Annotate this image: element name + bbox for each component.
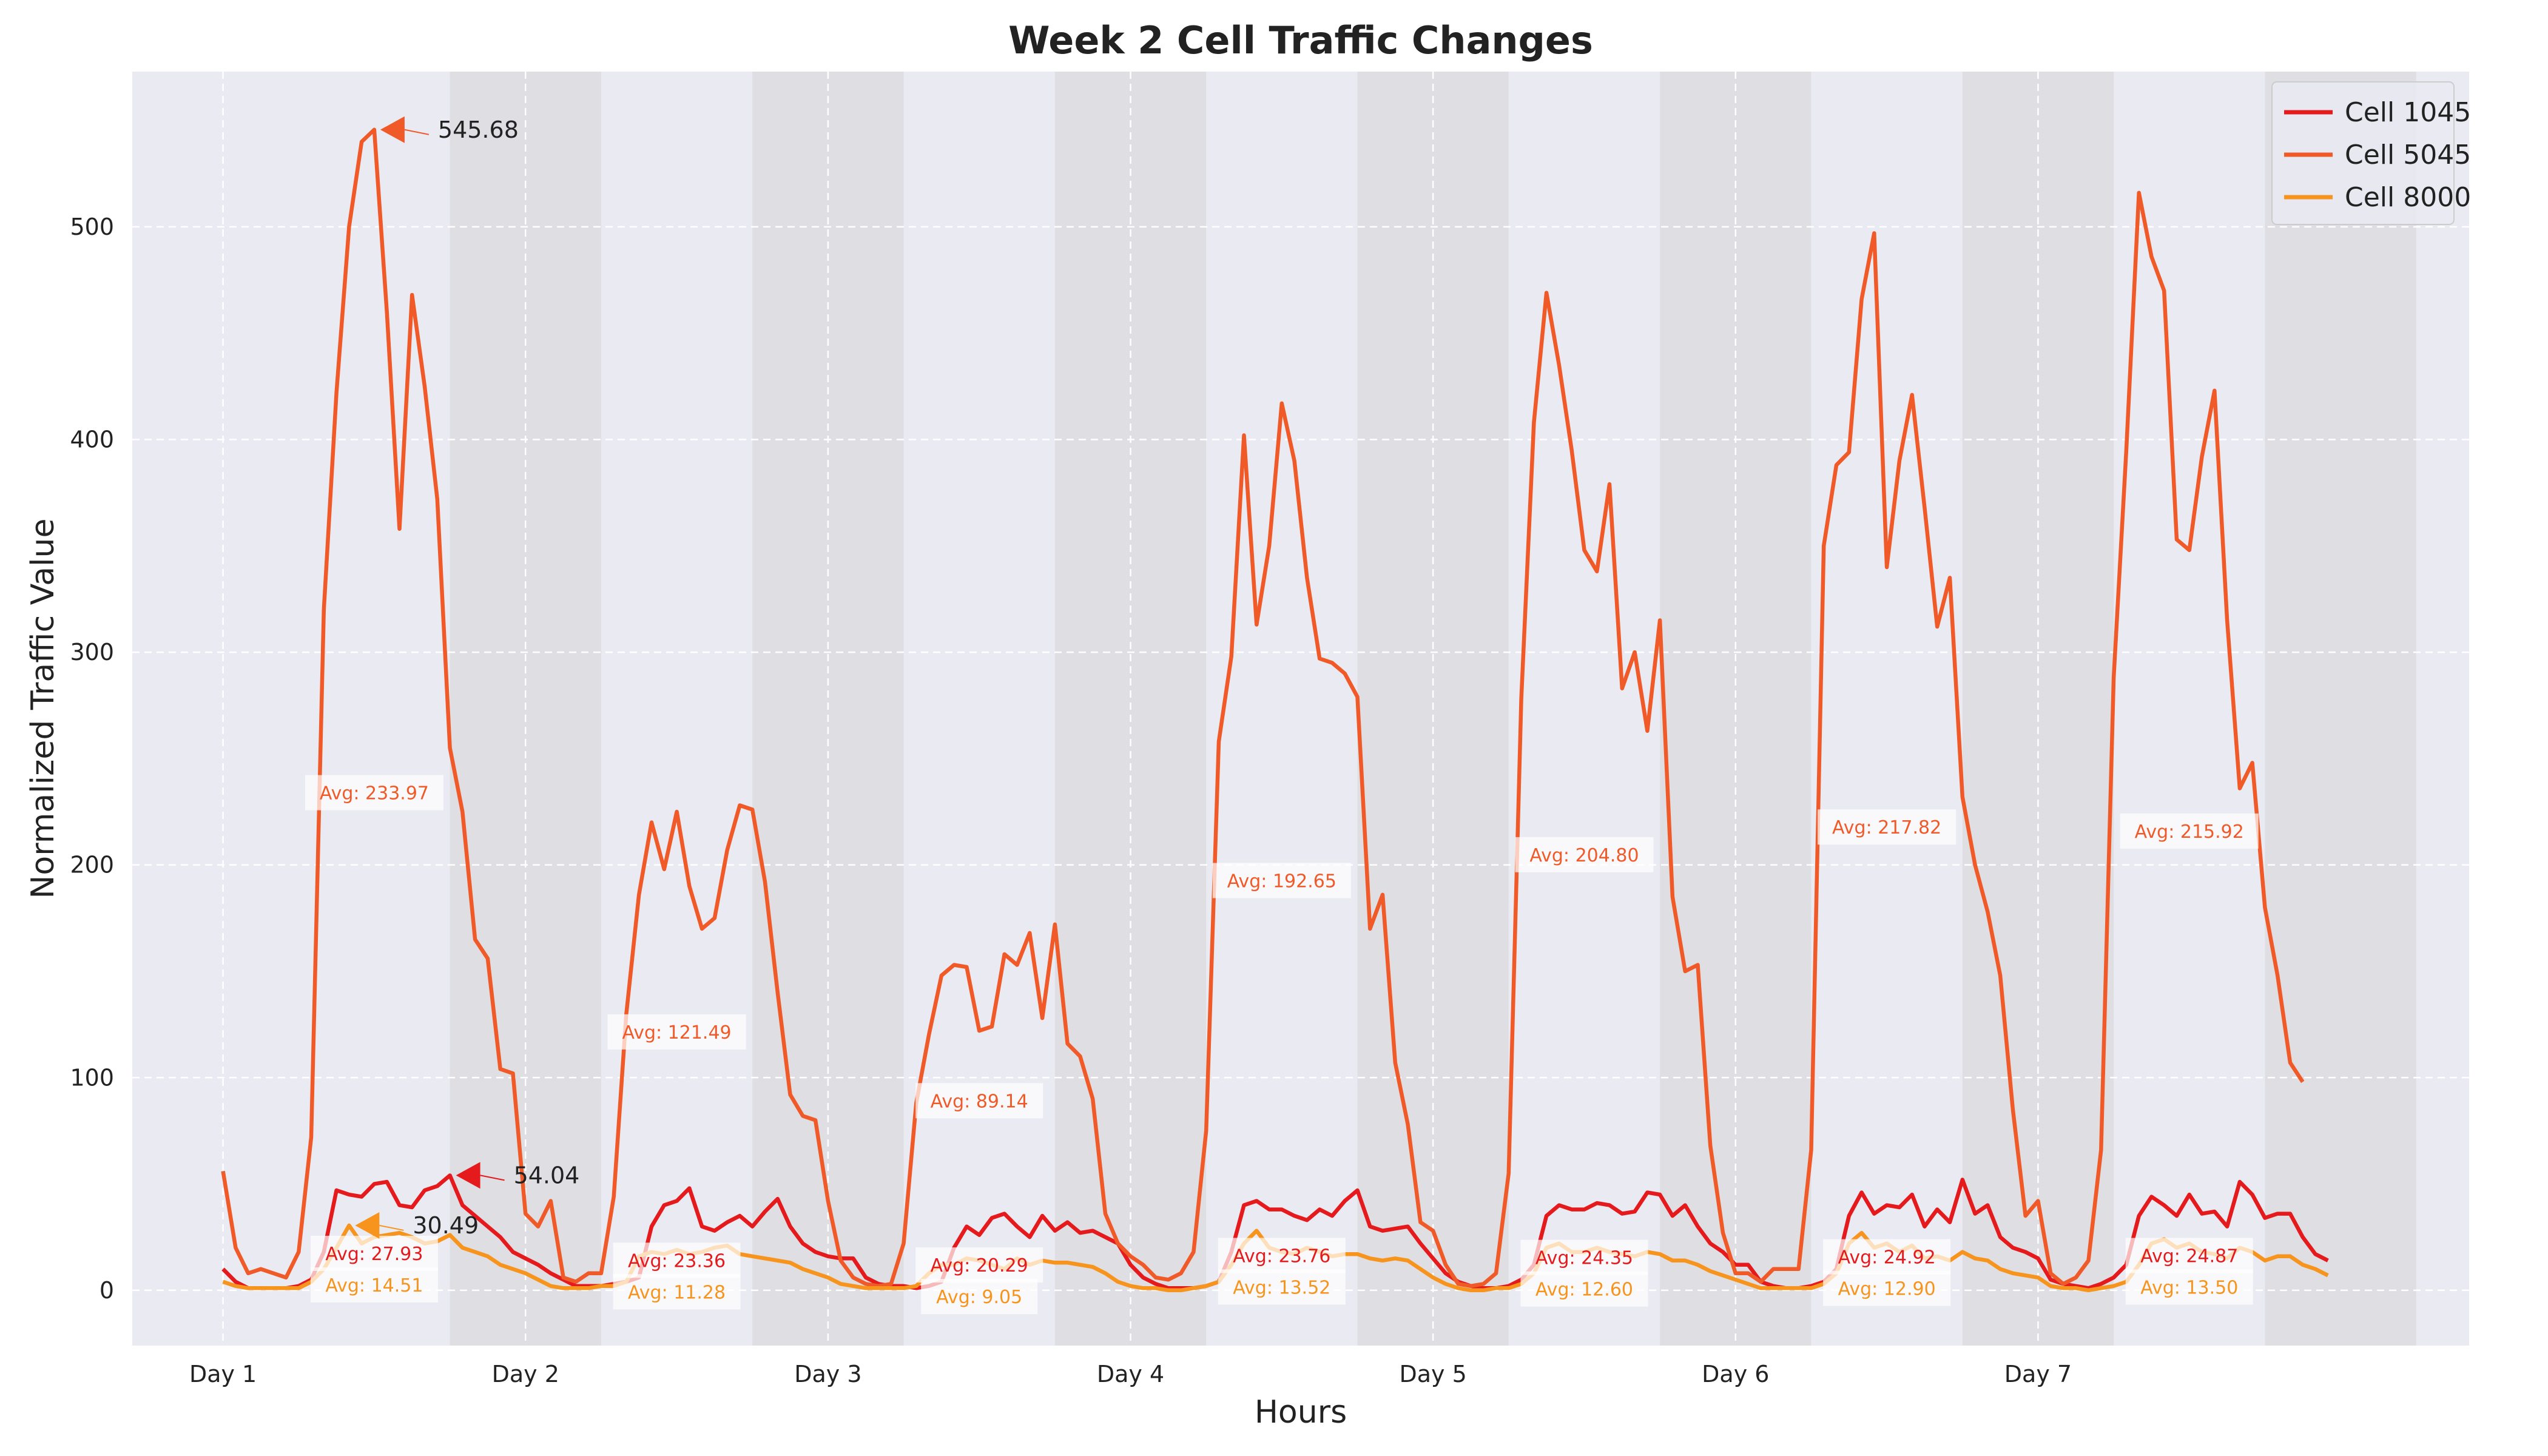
- avg-label-box: [310, 1235, 438, 1271]
- annotation-arrowhead: [355, 1212, 380, 1239]
- y-tick-label: 100: [70, 1064, 114, 1091]
- peak-annotation: 54.04: [514, 1162, 580, 1188]
- avg-label-cell-1045: Avg: 24.92: [1838, 1247, 1936, 1269]
- avg-label-box: [2125, 1238, 2253, 1273]
- avg-label-cell-8000: Avg: 12.60: [1535, 1279, 1633, 1301]
- avg-label-box: [2120, 813, 2259, 849]
- plot-area: [132, 72, 2469, 1346]
- annotation-arrow-shaft: [480, 1175, 505, 1181]
- peak-annotation: 545.68: [438, 116, 519, 143]
- legend: Cell 1045 Cell 5045 Cell 8000: [2271, 81, 2471, 225]
- avg-label-box: [607, 1014, 746, 1050]
- avg-label-cell-1045: Avg: 23.76: [1233, 1245, 1330, 1267]
- x-tick-label: Day 6: [1702, 1361, 1769, 1387]
- annotation-arrowhead: [456, 1162, 480, 1189]
- average-labels: Avg: 27.93 Avg: 23.36 Avg: 20.29 Avg: 23.76…: [305, 775, 2259, 1315]
- avg-label-box: [1520, 1239, 1648, 1275]
- avg-label-cell-5045: Avg: 192.65: [1227, 871, 1336, 892]
- avg-label-box: [915, 1083, 1043, 1119]
- avg-label-cell-5045: Avg: 215.92: [2135, 821, 2244, 843]
- avg-label-box: [613, 1274, 741, 1310]
- x-tick-label: Day 1: [189, 1361, 257, 1387]
- y-tick-label: 0: [99, 1277, 114, 1304]
- peak-annotations: 545.68 54.04 30.49: [355, 116, 579, 1239]
- x-tick-label: Day 5: [1400, 1361, 1467, 1387]
- avg-label-cell-8000: Avg: 14.51: [325, 1275, 423, 1296]
- avg-label-box: [2125, 1269, 2253, 1305]
- avg-label-cell-1045: Avg: 20.29: [931, 1255, 1028, 1276]
- avg-label-box: [613, 1242, 741, 1278]
- avg-label-cell-8000: Avg: 9.05: [936, 1287, 1022, 1308]
- avg-label-cell-8000: Avg: 13.50: [2140, 1278, 2238, 1299]
- avg-label-cell-8000: Avg: 12.90: [1838, 1279, 1936, 1300]
- avg-label-cell-1045: Avg: 23.36: [628, 1250, 726, 1272]
- avg-label-box: [1823, 1239, 1951, 1275]
- tick-labels: 0 100 200 300 400 500 Day 1 Day 2 Day 3 Day 4 Day …: [70, 214, 2072, 1387]
- avg-label-box: [310, 1267, 438, 1303]
- x-tick-label: Day 4: [1097, 1361, 1164, 1387]
- avg-label-cell-1045: Avg: 24.87: [2140, 1246, 2238, 1267]
- avg-label-cell-1045: Avg: 24.35: [1535, 1248, 1633, 1269]
- legend-entry-cell-5045: Cell 5045: [2345, 140, 2471, 170]
- avg-label-cell-5045: Avg: 233.97: [320, 783, 429, 804]
- series-line-cell-1045: [221, 1173, 2329, 1290]
- peak-annotation: 30.49: [413, 1212, 479, 1239]
- night-shade-7: [2265, 72, 2416, 1346]
- y-tick-label: 500: [70, 214, 114, 240]
- x-axis-label: Hours: [1255, 1394, 1347, 1431]
- avg-label-cell-5045: Avg: 217.82: [1832, 817, 1941, 838]
- avg-label-cell-1045: Avg: 27.93: [325, 1244, 423, 1265]
- avg-label-cell-5045: Avg: 121.49: [622, 1022, 731, 1043]
- y-tick-label: 400: [70, 426, 114, 453]
- avg-label-box: [305, 775, 443, 811]
- series-line-cell-5045: [221, 127, 2305, 1289]
- avg-label-box: [1218, 1269, 1346, 1305]
- legend-box: [2271, 81, 2455, 225]
- x-tick-label: Day 3: [794, 1361, 861, 1387]
- legend-entry-cell-8000: Cell 8000: [2345, 182, 2471, 213]
- annotation-arrow-shaft: [379, 1224, 404, 1231]
- y-axis-label: Normalized Traffic Value: [25, 519, 61, 899]
- x-tick-label: Day 2: [492, 1361, 559, 1387]
- avg-label-box: [1212, 863, 1351, 898]
- avg-label-cell-5045: Avg: 89.14: [931, 1091, 1028, 1112]
- avg-label-box: [1520, 1271, 1648, 1307]
- avg-label-cell-8000: Avg: 13.52: [1233, 1277, 1330, 1298]
- legend-entry-cell-1045: Cell 1045: [2345, 97, 2471, 128]
- annotation-arrowhead: [380, 116, 405, 143]
- avg-label-box: [1818, 809, 1956, 845]
- avg-label-box: [915, 1247, 1043, 1283]
- avg-label-cell-8000: Avg: 11.28: [628, 1282, 726, 1303]
- annotation-arrow-shaft: [404, 129, 430, 135]
- y-tick-label: 300: [70, 639, 114, 666]
- avg-label-box: [921, 1279, 1038, 1315]
- avg-label-box: [1218, 1238, 1346, 1273]
- chart-title: Week 2 Cell Traffic Changes: [1008, 18, 1593, 62]
- y-tick-label: 200: [70, 852, 114, 878]
- avg-label-box: [1823, 1270, 1951, 1306]
- avg-label-cell-5045: Avg: 204.80: [1529, 845, 1639, 866]
- x-tick-label: Day 7: [2004, 1361, 2072, 1387]
- avg-label-box: [1515, 837, 1654, 872]
